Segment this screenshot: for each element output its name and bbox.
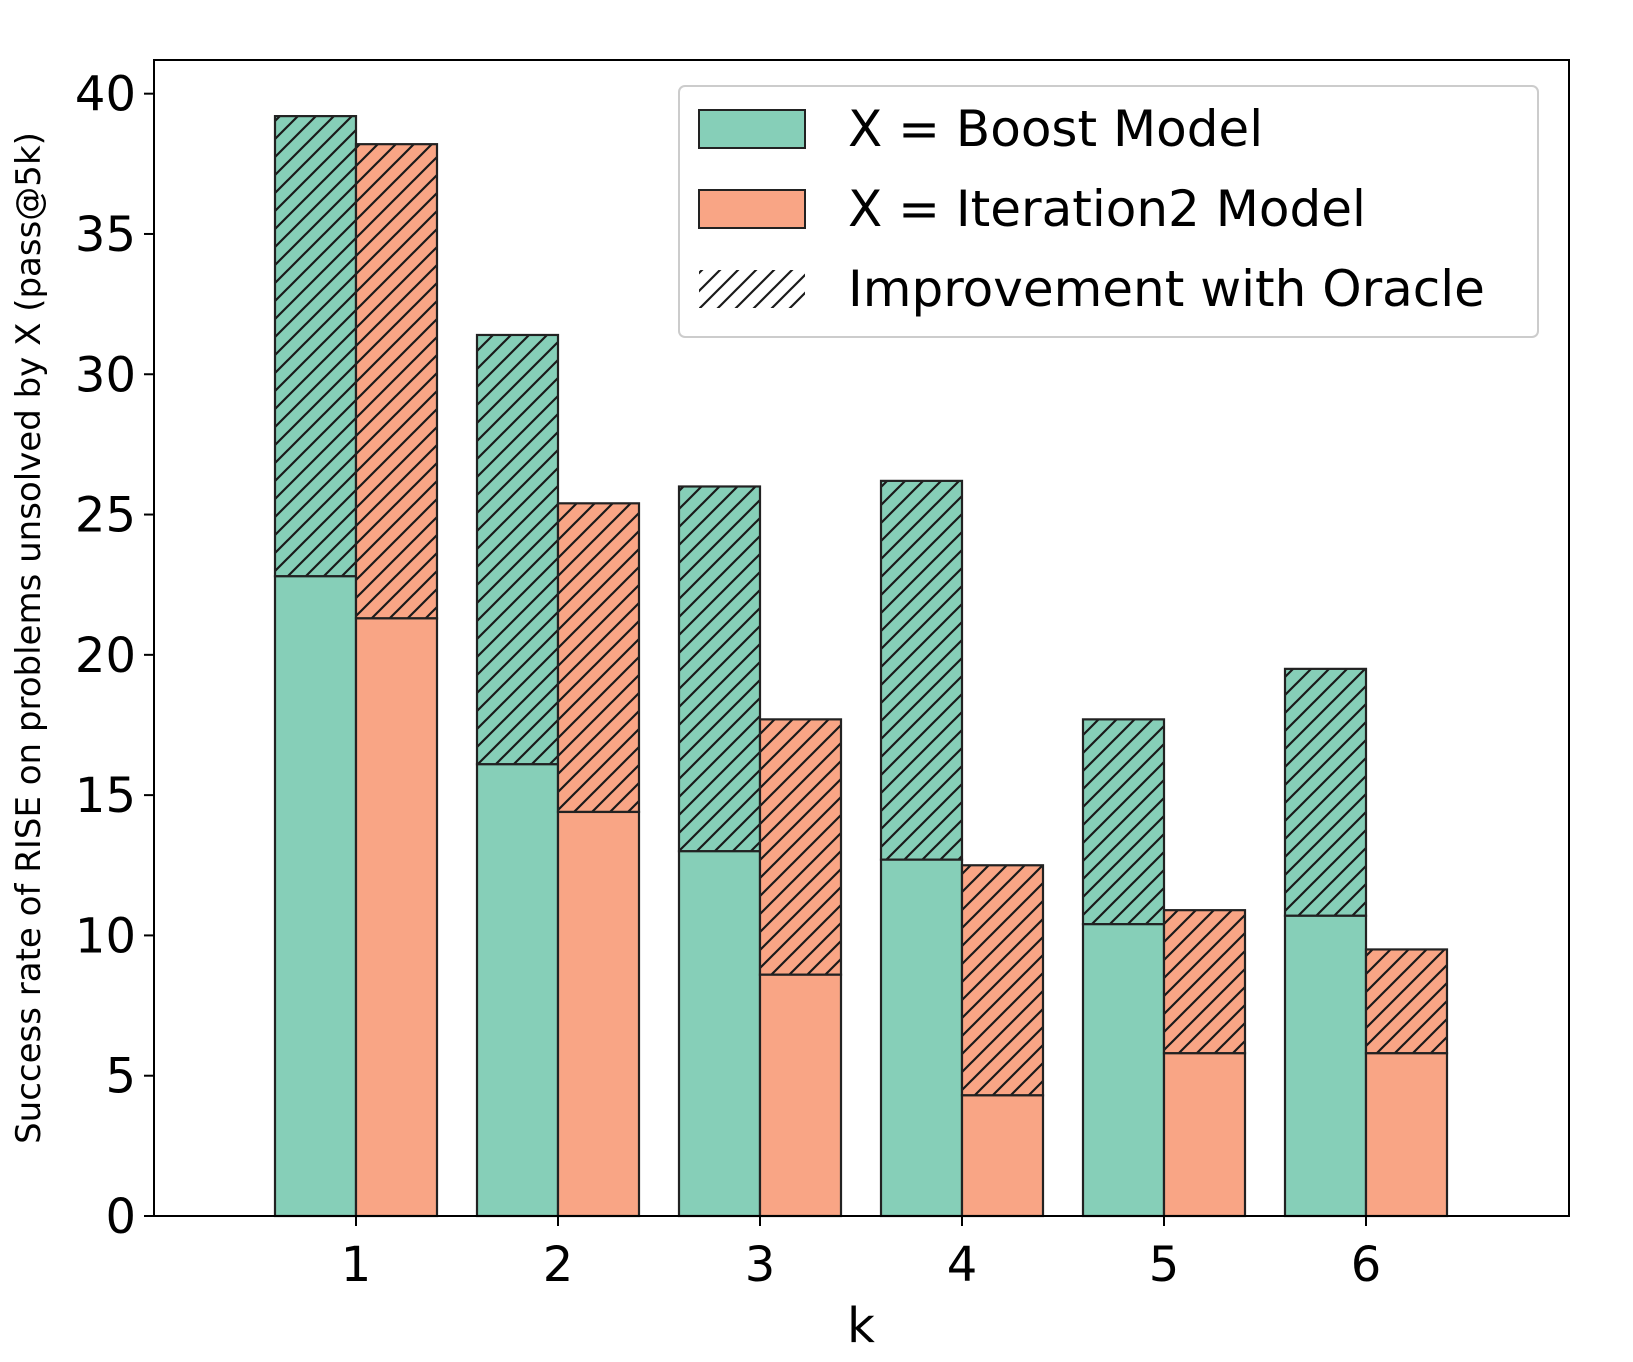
bar-boost-base-k3	[677, 850, 762, 1218]
legend-label-iteration2: X = Iteration2 Model	[848, 180, 1366, 238]
x-tick-label: 5	[1149, 1237, 1180, 1293]
legend: X = Boost Model X = Iteration2 Model Imp…	[678, 85, 1539, 338]
bar-iteration2-base-k2	[556, 810, 641, 1218]
bar-iteration2-base-k4	[960, 1094, 1045, 1218]
plot-frame	[153, 59, 1570, 1217]
bar-iteration2-oracle-hatch-k4	[960, 864, 1045, 1097]
x-tick-label: 3	[745, 1237, 776, 1293]
bar-iteration2-base-k1	[354, 617, 439, 1218]
y-tick-label: 30	[75, 347, 136, 403]
legend-box	[678, 85, 1539, 338]
bar-boost-oracle-hatch-k5	[1081, 718, 1166, 926]
x-axis-label: k	[847, 1298, 875, 1354]
x-tick-label: 2	[543, 1237, 574, 1293]
bar-iteration2-base-k5	[1162, 1052, 1247, 1218]
legend-label-oracle: Improvement with Oracle	[848, 260, 1485, 318]
bar-boost-oracle-hatch-k1	[273, 115, 358, 578]
legend-swatch-iteration2	[698, 189, 806, 229]
bar-boost-base-k6	[1283, 914, 1368, 1218]
bar-boost-oracle-hatch-k2	[475, 333, 560, 766]
bar-iteration2-oracle-hatch-k2	[556, 502, 641, 814]
x-tick-label: 4	[947, 1237, 978, 1293]
bar-boost-oracle-hatch-k6	[1283, 667, 1368, 917]
bar-iteration2-oracle-hatch-k5	[1162, 909, 1247, 1055]
y-tick-label: 35	[75, 207, 136, 263]
x-tick-label: 6	[1351, 1237, 1382, 1293]
y-tick-label: 5	[105, 1049, 136, 1105]
y-tick-label: 10	[75, 908, 136, 964]
y-tick-label: 25	[75, 488, 136, 544]
bar-iteration2-base-k3	[758, 973, 843, 1218]
bar-iteration2-oracle-hatch-k1	[354, 143, 439, 620]
y-tick-label: 20	[75, 628, 136, 684]
bar-boost-base-k5	[1081, 923, 1166, 1218]
legend-swatch-oracle-hatch	[699, 270, 805, 308]
bar-iteration2-oracle-hatch-k6	[1364, 948, 1449, 1055]
legend-swatch-boost	[698, 109, 806, 149]
bar-iteration2-base-k6	[1364, 1052, 1449, 1218]
bars-layer	[273, 115, 1449, 1218]
y-tick-label: 15	[75, 768, 136, 824]
y-tick-label: 40	[75, 67, 136, 123]
bar-boost-base-k1	[273, 575, 358, 1218]
y-tick-label: 0	[105, 1189, 136, 1245]
x-axis: 1 2 3 4 5 6	[341, 1216, 1382, 1293]
legend-label-boost: X = Boost Model	[848, 100, 1263, 158]
bar-boost-oracle-hatch-k3	[677, 485, 762, 853]
y-axis-label: Success rate of RISE on problems unsolve…	[9, 132, 49, 1144]
y-axis: 0 5 10 15 20 25 30 35 40	[75, 67, 154, 1245]
bar-boost-base-k4	[879, 858, 964, 1218]
x-tick-label: 1	[341, 1237, 372, 1293]
bar-iteration2-oracle-hatch-k3	[758, 718, 843, 976]
bar-boost-base-k2	[475, 763, 560, 1218]
bar-boost-oracle-hatch-k4	[879, 479, 964, 861]
